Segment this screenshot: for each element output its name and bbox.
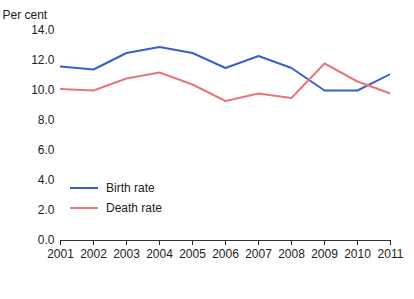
svg-text:2.0: 2.0 <box>38 203 55 217</box>
svg-text:2002: 2002 <box>80 247 107 261</box>
svg-text:2001: 2001 <box>47 247 74 261</box>
html-text:Death rate: Death rate <box>106 201 162 215</box>
svg-text:2003: 2003 <box>113 247 140 261</box>
svg-text:4.0: 4.0 <box>38 173 55 187</box>
svg-text:2010: 2010 <box>344 247 371 261</box>
svg-text:6.0: 6.0 <box>38 143 55 157</box>
svg-text:2006: 2006 <box>212 247 239 261</box>
svg-text:10.0: 10.0 <box>31 83 55 97</box>
svg-text:0.0: 0.0 <box>38 233 55 247</box>
svg-text:2004: 2004 <box>146 247 173 261</box>
svg-text:2005: 2005 <box>179 247 206 261</box>
svg-text:2009: 2009 <box>311 247 338 261</box>
svg-text:2008: 2008 <box>278 247 305 261</box>
svg-text:12.0: 12.0 <box>31 53 55 67</box>
svg-text:2011: 2011 <box>378 247 404 261</box>
svg-text:2007: 2007 <box>245 247 272 261</box>
svg-text:Per cent: Per cent <box>3 8 48 22</box>
html-text:Birth rate: Birth rate <box>106 181 155 195</box>
svg-text:8.0: 8.0 <box>38 113 55 127</box>
svg-text:14.0: 14.0 <box>31 23 55 37</box>
